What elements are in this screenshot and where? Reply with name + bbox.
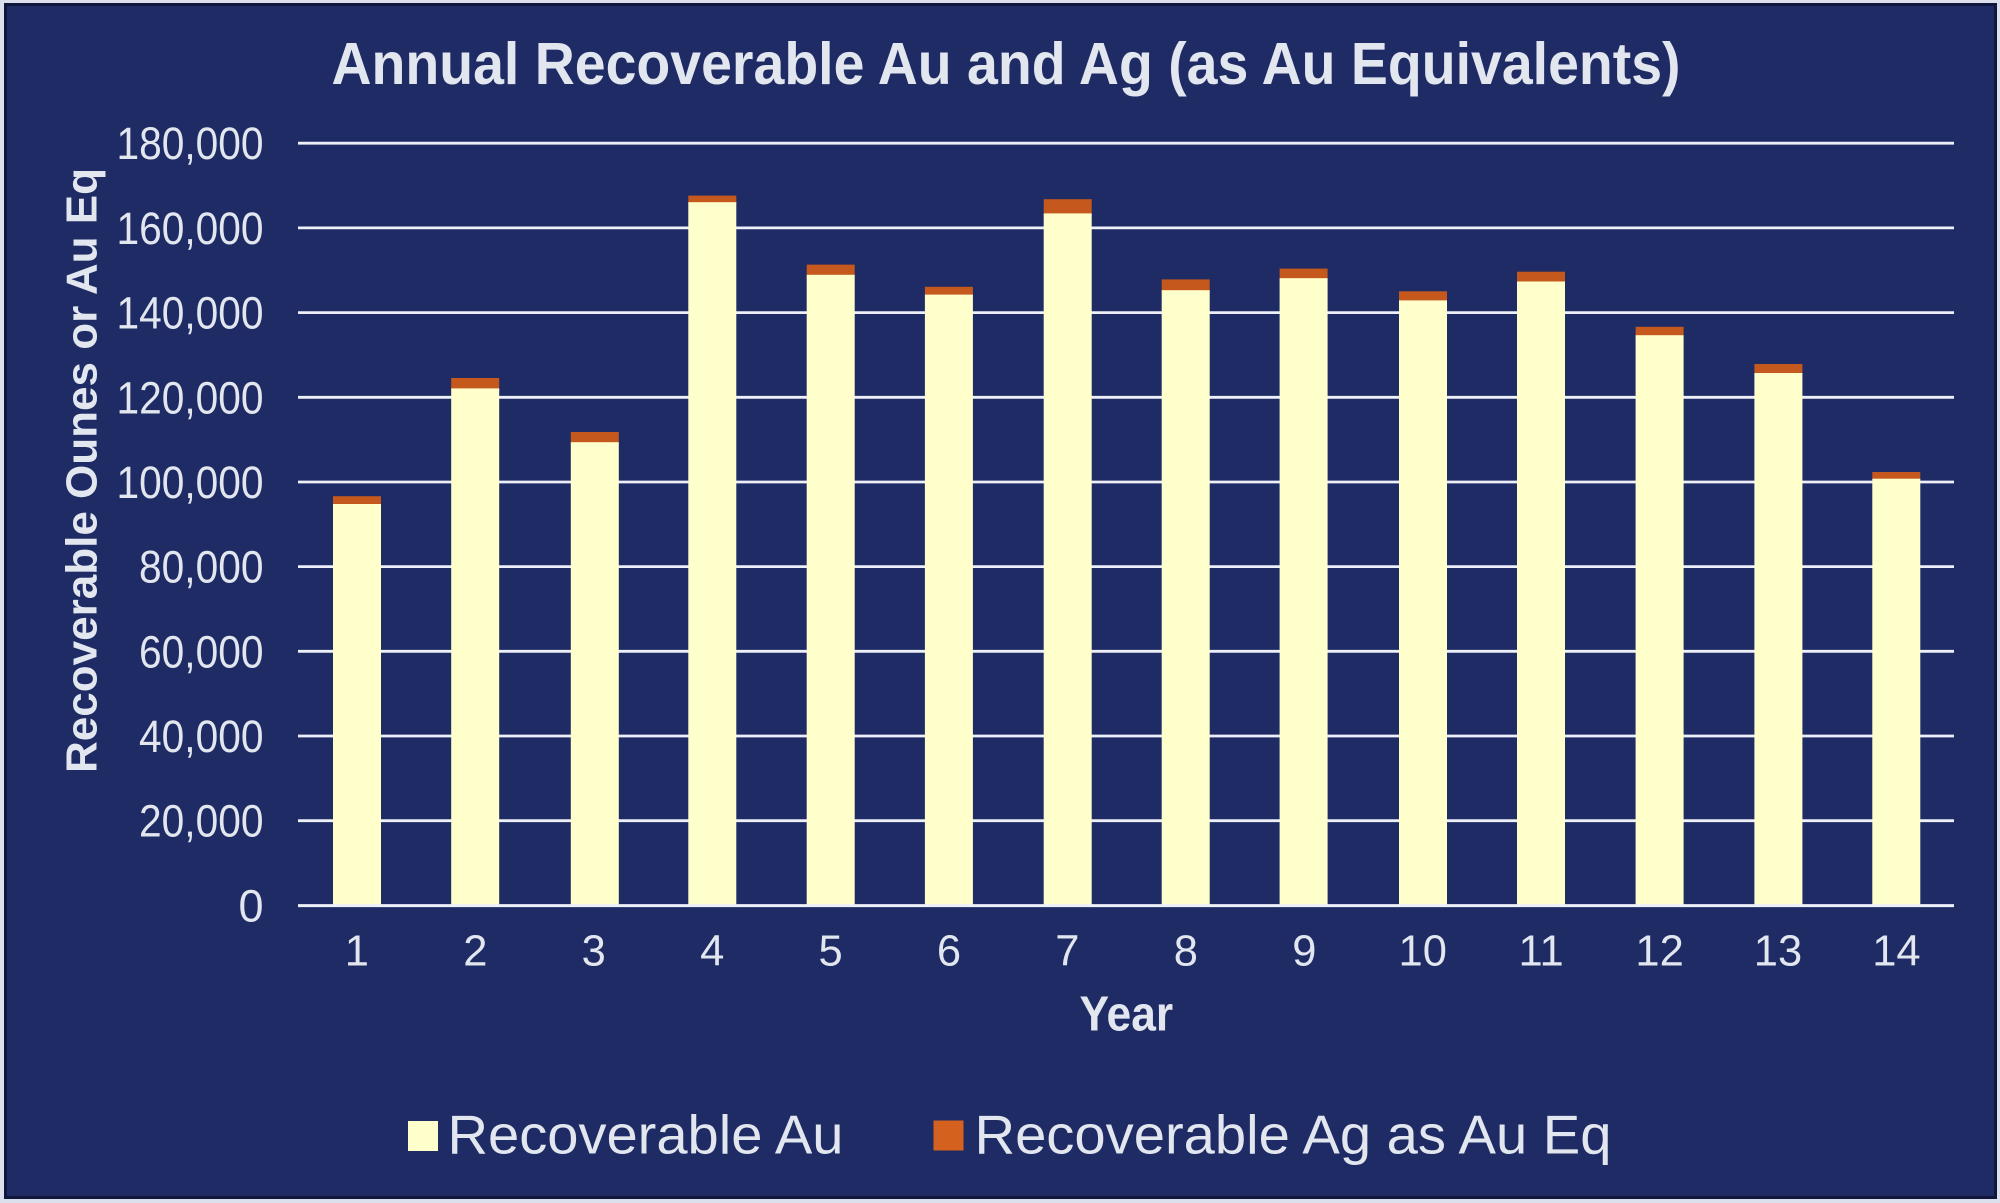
svg-text:120,000: 120,000 — [117, 372, 264, 423]
svg-text:Recoverable Au: Recoverable Au — [448, 1104, 844, 1166]
svg-text:3: 3 — [582, 928, 606, 976]
svg-text:Year: Year — [1079, 987, 1173, 1042]
svg-text:2: 2 — [463, 928, 487, 976]
svg-text:10: 10 — [1399, 928, 1447, 976]
svg-text:Annual Recoverable Au and Ag (: Annual Recoverable Au and Ag (as Au Equi… — [332, 31, 1681, 97]
svg-text:6: 6 — [937, 928, 961, 976]
svg-text:13: 13 — [1754, 928, 1802, 976]
svg-text:40,000: 40,000 — [139, 711, 264, 762]
svg-text:140,000: 140,000 — [117, 288, 264, 339]
svg-text:Recoverable Ounes or Au Eq: Recoverable Ounes or Au Eq — [58, 168, 107, 773]
svg-text:4: 4 — [700, 928, 724, 976]
svg-text:12: 12 — [1635, 928, 1683, 976]
svg-text:7: 7 — [1055, 928, 1079, 976]
svg-text:1: 1 — [345, 928, 369, 976]
svg-text:80,000: 80,000 — [139, 542, 264, 593]
svg-text:160,000: 160,000 — [117, 203, 264, 254]
svg-text:5: 5 — [818, 928, 842, 976]
svg-text:Recoverable Ag as Au Eq: Recoverable Ag as Au Eq — [975, 1104, 1612, 1166]
svg-text:8: 8 — [1174, 928, 1198, 976]
svg-text:60,000: 60,000 — [139, 626, 264, 677]
svg-text:14: 14 — [1872, 928, 1920, 976]
svg-text:9: 9 — [1292, 928, 1316, 976]
svg-text:180,000: 180,000 — [117, 118, 264, 169]
svg-text:0: 0 — [238, 881, 263, 932]
svg-text:11: 11 — [1519, 928, 1564, 976]
svg-text:20,000: 20,000 — [139, 796, 264, 847]
svg-text:100,000: 100,000 — [117, 457, 264, 508]
